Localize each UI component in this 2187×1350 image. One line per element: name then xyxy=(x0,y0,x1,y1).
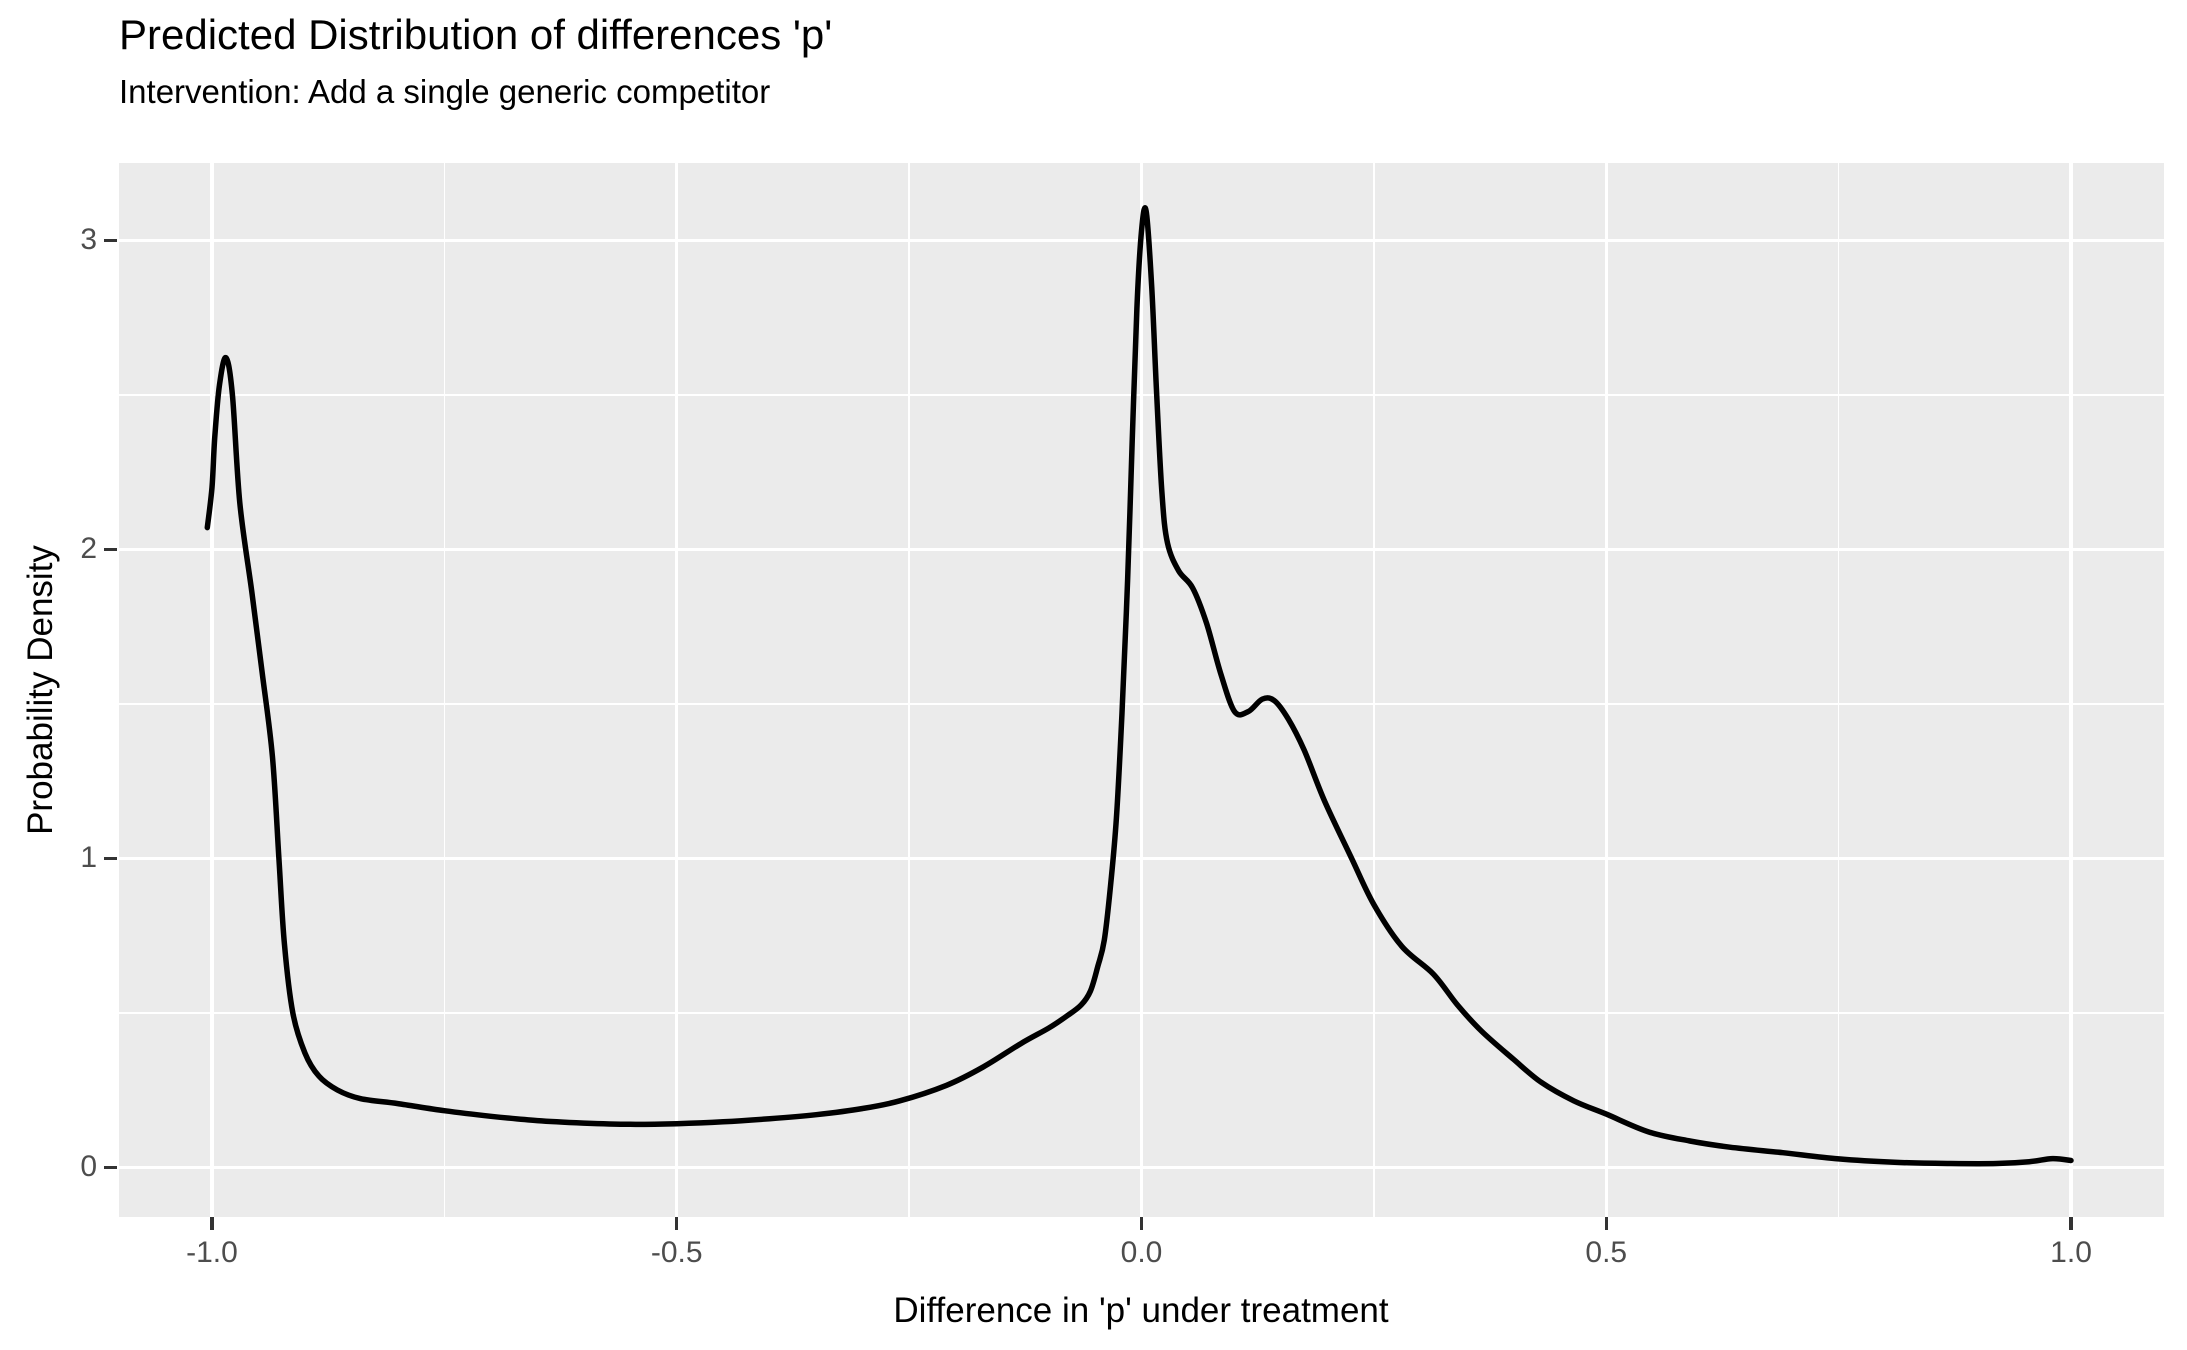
gridline-x-major xyxy=(2069,163,2073,1217)
gridline-x-major xyxy=(1139,163,1144,1217)
y-tick-mark xyxy=(104,238,117,242)
gridline-x-minor xyxy=(443,163,446,1217)
x-tick-mark xyxy=(1139,1217,1144,1230)
x-tick-label: 1.0 xyxy=(2050,1236,2092,1269)
density-curve xyxy=(204,205,2074,1167)
y-axis-title: Probability Density xyxy=(21,545,60,835)
y-tick-mark xyxy=(104,547,117,551)
gridline-x-major xyxy=(210,163,214,1217)
plot-panel xyxy=(119,163,2164,1217)
gridline-x-major xyxy=(675,163,679,1217)
x-tick-mark xyxy=(210,1217,214,1230)
gridline-x-minor xyxy=(908,163,910,1217)
x-tick-mark xyxy=(1604,1217,1608,1230)
y-tick-label: 0 xyxy=(80,1150,97,1184)
x-tick-label: 0.0 xyxy=(1120,1236,1163,1269)
x-tick-mark xyxy=(2069,1217,2073,1230)
plot-subtitle: Intervention: Add a single generic compe… xyxy=(119,73,771,110)
y-tick-mark xyxy=(104,1165,117,1169)
gridline-x-major xyxy=(1604,163,1608,1217)
gridline-y-major xyxy=(119,547,2164,551)
x-axis-title: Difference in 'p' under treatment xyxy=(893,1291,1389,1330)
y-tick-mark xyxy=(104,856,117,860)
gridline-x-minor xyxy=(1837,163,1840,1217)
gridline-y-major xyxy=(119,856,2164,860)
gridline-x-minor xyxy=(1373,163,1375,1217)
y-tick-label: 1 xyxy=(80,841,97,875)
plot-title: Predicted Distribution of differences 'p… xyxy=(119,11,833,58)
y-tick-label: 2 xyxy=(80,532,97,566)
x-tick-label: -0.5 xyxy=(650,1236,703,1269)
y-tick-label: 3 xyxy=(80,223,97,257)
x-tick-label: 0.5 xyxy=(1585,1236,1628,1269)
gridline-y-major xyxy=(119,1165,2164,1169)
x-tick-label: -1.0 xyxy=(186,1236,238,1269)
x-tick-mark xyxy=(675,1217,679,1230)
